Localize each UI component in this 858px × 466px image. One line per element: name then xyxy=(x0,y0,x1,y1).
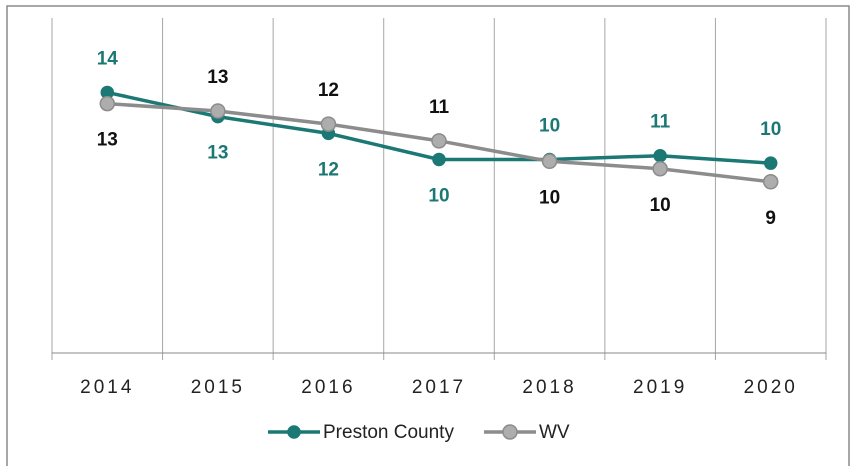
data-label: 14 xyxy=(97,48,119,69)
legend-marker xyxy=(287,425,301,439)
data-label: 13 xyxy=(97,130,118,151)
data-label: 10 xyxy=(539,187,560,208)
legend-label: WV xyxy=(539,422,570,443)
point xyxy=(762,174,779,190)
legend-label: Preston County xyxy=(323,422,454,443)
x-tick-label: 2014 xyxy=(80,377,134,398)
point xyxy=(320,116,337,132)
data-label: 10 xyxy=(650,195,671,216)
x-tick-label: 2019 xyxy=(633,377,687,398)
data-label: 10 xyxy=(760,119,781,140)
data-label: 12 xyxy=(318,80,339,101)
x-tick-label: 2016 xyxy=(301,377,355,398)
legend-marker xyxy=(502,424,518,440)
point xyxy=(431,133,447,149)
data-label: 11 xyxy=(429,97,450,118)
point xyxy=(541,153,558,170)
data-label: 10 xyxy=(539,115,560,136)
point xyxy=(652,161,668,177)
data-label: 13 xyxy=(207,67,228,88)
data-label: 13 xyxy=(207,143,228,164)
point xyxy=(210,103,226,119)
x-tick-label: 2018 xyxy=(522,377,576,398)
data-label: 12 xyxy=(318,159,339,180)
point xyxy=(763,156,778,170)
x-tick-label: 2015 xyxy=(191,377,245,398)
data-label: 9 xyxy=(765,208,776,229)
x-tick-label: 2020 xyxy=(744,377,798,398)
x-tick-label: 2017 xyxy=(412,377,466,398)
point xyxy=(432,152,446,167)
data-label: 10 xyxy=(428,185,449,206)
point xyxy=(99,95,116,112)
chart-border xyxy=(6,5,850,466)
data-label: 11 xyxy=(650,112,671,133)
point xyxy=(653,148,667,163)
